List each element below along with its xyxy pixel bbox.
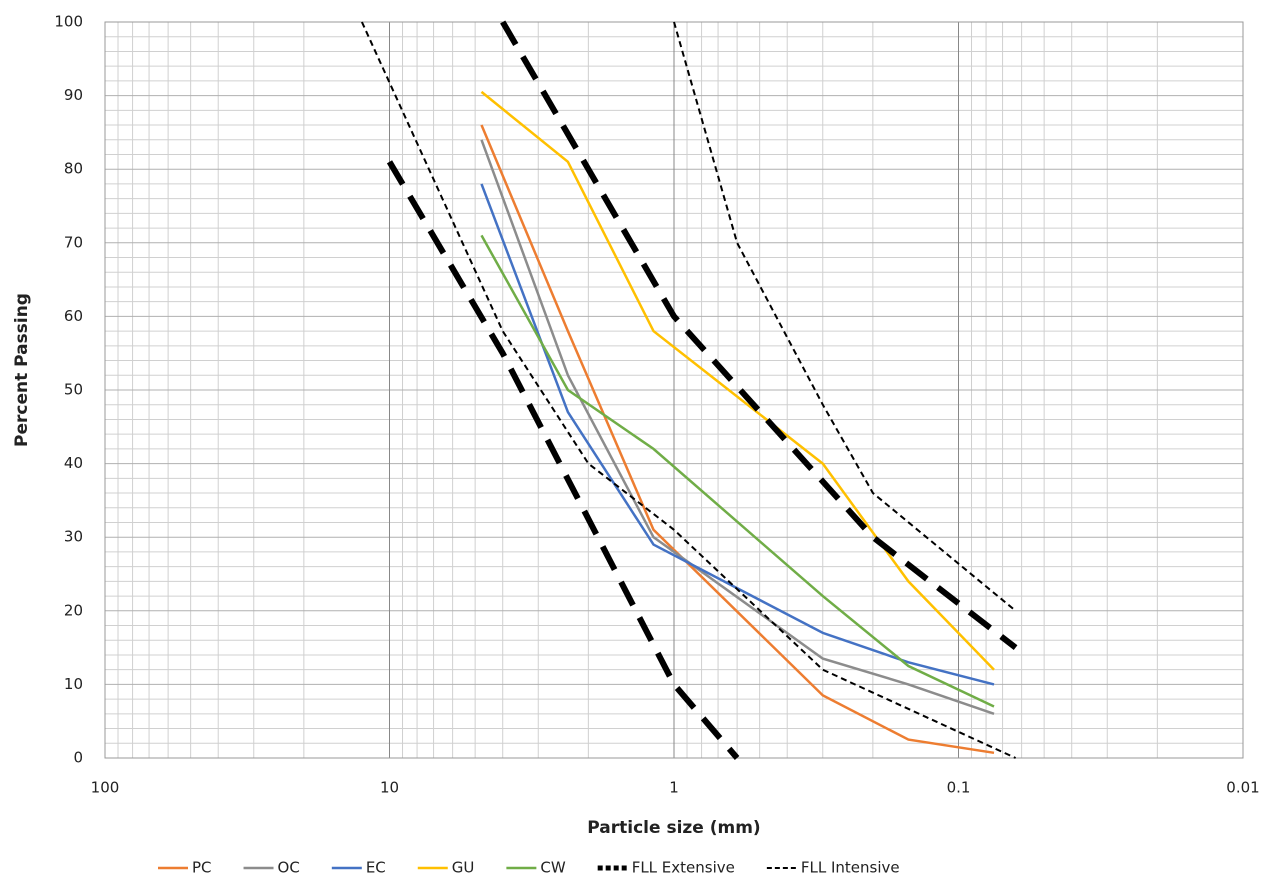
y-tick-label: 100 [54, 13, 83, 31]
y-tick-label: 40 [64, 454, 83, 472]
series-line [360, 21, 1017, 759]
legend-label: GU [452, 859, 475, 877]
y-tick-label: 70 [64, 233, 83, 251]
x-tick-label: 0.1 [947, 779, 971, 797]
y-tick-label: 50 [64, 381, 83, 399]
x-tick-label: 10 [380, 779, 399, 797]
y-tick-label: 0 [73, 749, 83, 767]
x-tick-label: 100 [91, 779, 120, 797]
y-tick-label: 90 [64, 86, 83, 104]
y-tick-label: 10 [64, 675, 83, 693]
series-line [480, 234, 995, 708]
legend-label: FLL Intensive [801, 859, 900, 877]
legend-label: CW [540, 859, 565, 877]
legend-label: OC [278, 859, 300, 877]
x-tick-label: 1 [669, 779, 679, 797]
series-line [386, 20, 1018, 760]
y-axis-title: Percent Passing [12, 293, 32, 447]
legend-label: PC [192, 859, 212, 877]
series-line [480, 124, 995, 755]
y-tick-label: 60 [64, 307, 83, 325]
series-line [480, 139, 995, 715]
legend-label: EC [366, 859, 386, 877]
y-tick-label: 20 [64, 601, 83, 619]
x-tick-label: 0.01 [1226, 779, 1259, 797]
legend-label: FLL Extensive [632, 859, 735, 877]
y-tick-label: 30 [64, 528, 83, 546]
series-line [480, 90, 995, 671]
y-tick-label: 80 [64, 160, 83, 178]
x-axis-title: Particle size (mm) [587, 818, 760, 838]
